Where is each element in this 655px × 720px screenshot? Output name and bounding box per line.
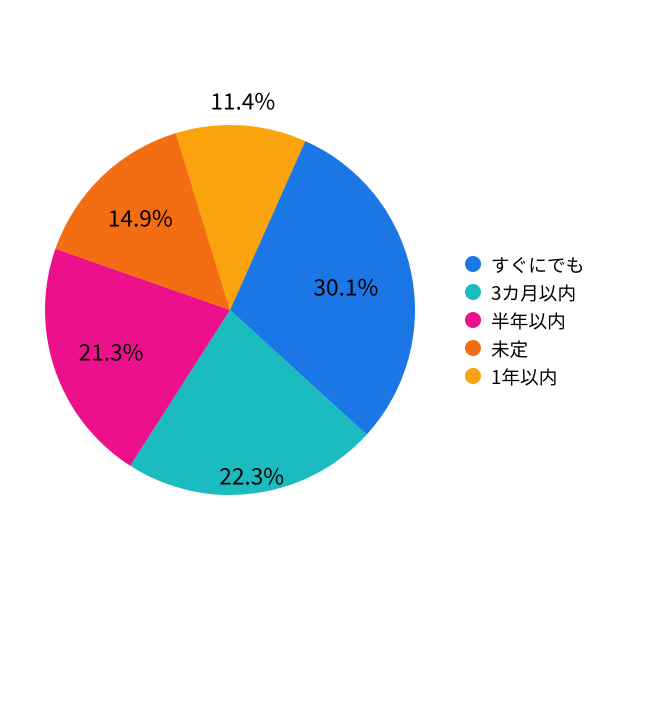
- legend-swatch: [465, 340, 481, 356]
- pie-area: 30.1%22.3%21.3%14.9%11.4%: [40, 120, 420, 500]
- legend-swatch: [465, 284, 481, 300]
- legend-item: すぐにでも: [465, 252, 584, 276]
- legend-item: 3カ月以内: [465, 280, 584, 304]
- legend-swatch: [465, 368, 481, 384]
- legend-label: 半年以内: [491, 307, 566, 334]
- legend-item: 半年以内: [465, 308, 584, 332]
- legend-swatch: [465, 312, 481, 328]
- legend-label: 3カ月以内: [491, 279, 576, 306]
- legend-label: 1年以内: [491, 363, 557, 390]
- legend-label: 未定: [491, 335, 528, 362]
- legend-item: 未定: [465, 336, 584, 360]
- legend-label: すぐにでも: [491, 251, 584, 278]
- slice-label: 21.3%: [79, 334, 144, 367]
- pie-chart: 30.1% 22.3% 21.3% 14.9% 11.4% すぐにでも3カ月以内半年以内…: [0, 0, 655, 720]
- slice-label: 11.4%: [210, 83, 275, 116]
- pie-svg: [40, 120, 420, 500]
- legend-item: 1年以内: [465, 364, 584, 388]
- legend: すぐにでも3カ月以内半年以内未定1年以内: [465, 248, 584, 392]
- slice-label: 30.1%: [313, 269, 378, 302]
- slice-label: 22.3%: [219, 459, 284, 492]
- slice-label: 14.9%: [108, 200, 173, 233]
- legend-swatch: [465, 256, 481, 272]
